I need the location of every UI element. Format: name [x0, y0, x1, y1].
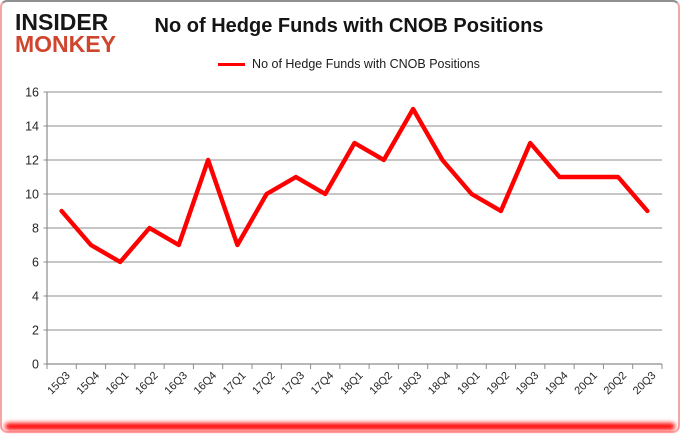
x-tick-label: 15Q4: [75, 370, 103, 398]
x-tick-label: 17Q1: [221, 370, 249, 398]
x-tick-label: 17Q3: [280, 370, 308, 398]
x-tick-label: 15Q3: [45, 370, 73, 398]
y-tick-label: 16: [25, 86, 39, 100]
x-tick-label: 18Q3: [397, 370, 425, 398]
x-tick-label: 17Q2: [250, 370, 278, 398]
x-tick-label: 16Q2: [133, 370, 161, 398]
y-tick-label: 6: [32, 256, 39, 270]
x-tick-label: 16Q1: [104, 370, 132, 398]
x-tick-label: 16Q4: [192, 370, 220, 398]
x-tick-label: 19Q1: [455, 370, 483, 398]
y-tick-label: 10: [25, 188, 39, 202]
y-tick-label: 4: [32, 290, 39, 304]
y-tick-label: 0: [32, 358, 39, 372]
bottom-red-glow: [5, 423, 675, 430]
x-tick-label: 16Q3: [162, 370, 190, 398]
x-tick-label: 20Q3: [631, 370, 659, 398]
x-tick-label: 19Q3: [514, 370, 542, 398]
y-tick-label: 2: [32, 324, 39, 338]
y-tick-label: 12: [25, 154, 39, 168]
y-tick-label: 8: [32, 222, 39, 236]
x-tick-label: 19Q2: [485, 370, 513, 398]
x-tick-label: 18Q4: [426, 370, 454, 398]
data-line: [62, 109, 648, 262]
y-tick-label: 14: [25, 120, 39, 134]
x-tick-label: 20Q2: [602, 370, 630, 398]
x-tick-label: 18Q2: [367, 370, 395, 398]
x-tick-label: 20Q1: [572, 370, 600, 398]
x-tick-label: 18Q1: [338, 370, 366, 398]
x-tick-label: 19Q4: [543, 370, 571, 398]
x-tick-label: 17Q4: [309, 370, 337, 398]
